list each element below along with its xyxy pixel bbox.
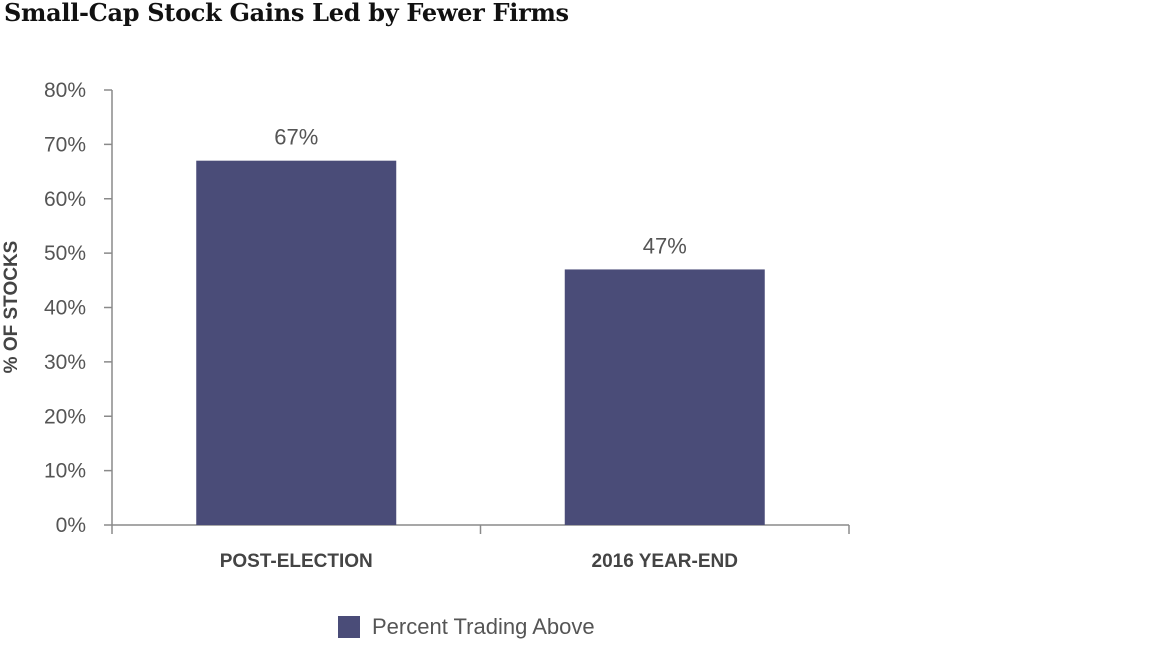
y-tick-label: 0% xyxy=(56,514,86,537)
legend-swatch xyxy=(338,616,360,638)
chart-title: Small-Cap Stock Gains Led by Fewer Firms xyxy=(4,0,569,27)
x-category-label: POST-ELECTION xyxy=(220,551,373,572)
y-tick-label: 40% xyxy=(44,297,86,320)
legend-label: Percent Trading Above xyxy=(372,614,595,639)
y-axis-title: % OF STOCKS xyxy=(1,241,22,374)
y-tick-label: 50% xyxy=(44,242,86,265)
y-tick-label: 60% xyxy=(44,188,86,211)
y-tick-label: 30% xyxy=(44,351,86,374)
x-category-label: 2016 YEAR-END xyxy=(592,551,738,572)
bar xyxy=(564,269,765,525)
y-tick-label: 80% xyxy=(44,79,86,102)
legend: Percent Trading Above xyxy=(338,614,595,640)
data-label: 67% xyxy=(274,125,318,150)
y-tick-label: 20% xyxy=(44,405,86,428)
bar xyxy=(196,160,397,525)
data-label: 47% xyxy=(643,233,687,258)
y-tick-label: 10% xyxy=(44,460,86,483)
y-tick-label: 70% xyxy=(44,133,86,156)
